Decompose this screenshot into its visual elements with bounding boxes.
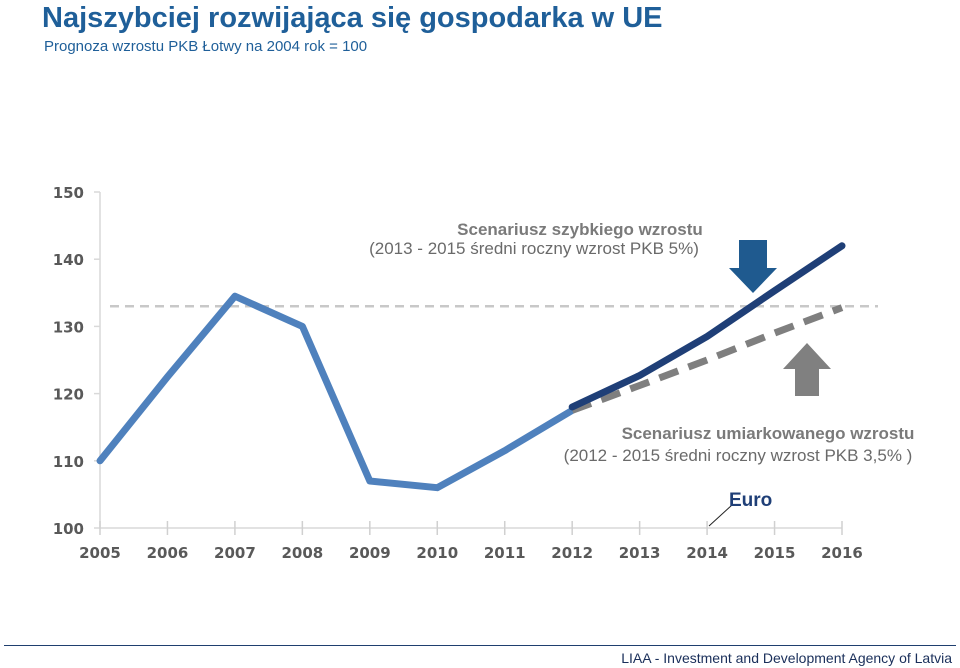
euro-label: Euro bbox=[729, 490, 772, 511]
y-tick-label: 130 bbox=[53, 318, 84, 336]
x-tick-label: 2008 bbox=[281, 544, 323, 562]
euro-pointer-line bbox=[708, 504, 733, 527]
x-tick-label: 2010 bbox=[416, 544, 458, 562]
x-tick-label: 2016 bbox=[821, 544, 863, 562]
x-tick-label: 2012 bbox=[551, 544, 593, 562]
footer-credit: LIAA - Investment and Development Agency… bbox=[621, 650, 952, 666]
historical-series-line bbox=[96, 292, 576, 492]
moderate-scenario-detail: (2012 - 2015 średni roczny wzrost PKB 3,… bbox=[564, 446, 913, 465]
moderate-scenario-title: Scenariusz umiarkowanego wzrostu bbox=[622, 424, 915, 443]
fast-scenario-detail: (2013 - 2015 średni roczny wzrost PKB 5%… bbox=[369, 239, 699, 258]
y-tick-label: 100 bbox=[53, 520, 84, 538]
arrow-down-icon bbox=[729, 240, 777, 293]
x-tick-label: 2013 bbox=[619, 544, 661, 562]
x-tick-label: 2007 bbox=[214, 544, 256, 562]
x-tick-label: 2009 bbox=[349, 544, 391, 562]
x-tick-label: 2005 bbox=[79, 544, 121, 562]
fast-scenario-title: Scenariusz szybkiego wzrostu bbox=[457, 220, 703, 239]
page-subtitle: Prognoza wzrostu PKB Łotwy na 2004 rok =… bbox=[44, 38, 368, 55]
arrow-up-icon bbox=[783, 343, 831, 396]
y-tick-labels: 100 110 120 130 140 150 bbox=[53, 184, 100, 538]
x-tick-label: 2011 bbox=[484, 544, 526, 562]
fast-series-line bbox=[568, 242, 846, 411]
x-tick-labels: 2005 2006 2007 2008 2009 2010 2011 2012 2013 2014… bbox=[79, 521, 863, 562]
y-tick-label: 150 bbox=[53, 184, 84, 202]
series-lines bbox=[96, 242, 846, 492]
y-tick-label: 140 bbox=[53, 251, 84, 269]
y-tick-label: 120 bbox=[53, 386, 84, 404]
footer-divider bbox=[4, 645, 956, 646]
x-tick-label: 2015 bbox=[754, 544, 796, 562]
x-tick-label: 2006 bbox=[147, 544, 189, 562]
moderate-series-line bbox=[570, 304, 844, 414]
y-tick-label: 110 bbox=[53, 453, 84, 471]
page-title: Najszybciej rozwijająca się gospodarka w… bbox=[42, 2, 663, 34]
x-tick-label: 2014 bbox=[686, 544, 728, 562]
